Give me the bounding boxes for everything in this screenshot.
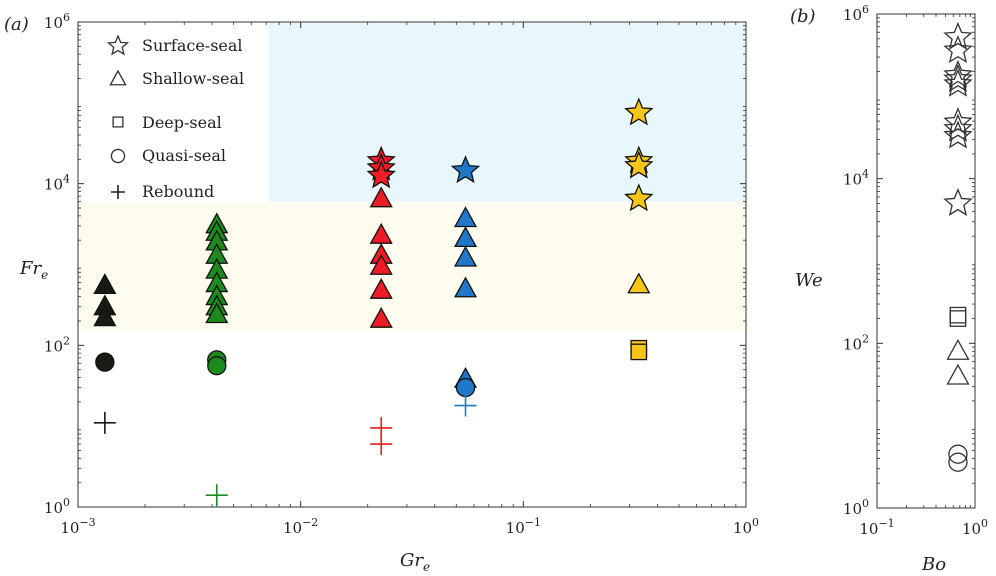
star-marker-b	[943, 64, 973, 93]
triangle-marker-blue	[453, 245, 478, 267]
legend-surface-seal: Surface-seal	[142, 36, 243, 55]
axis-ticks-a: 100 102 104 106 10−3 10−2 10−1 100	[44, 11, 759, 537]
legend-deep-seal: Deep-seal	[142, 113, 222, 132]
y-tick-label: 100	[44, 496, 70, 517]
region-shallow-seal	[79, 202, 745, 332]
star-marker-blue	[450, 155, 481, 184]
legend-plus-icon	[111, 185, 125, 199]
star-marker-b	[943, 120, 973, 149]
y-tick-label: 106	[44, 11, 70, 32]
plot-frame-b	[876, 13, 976, 509]
y-axis-label-a: Fre	[19, 258, 48, 282]
markers-b	[943, 21, 973, 472]
star-marker-yellow	[624, 183, 654, 212]
y-axis-label-b: We	[795, 270, 823, 291]
square-marker-b	[949, 310, 967, 327]
legend-square-icon	[112, 116, 124, 128]
plus-marker-red	[370, 433, 393, 456]
triangle-marker-red	[369, 277, 393, 299]
legend-star-icon	[106, 34, 130, 56]
plus-marker-black	[93, 411, 116, 434]
legend-triangle-icon	[109, 69, 127, 86]
triangle-marker-red	[369, 186, 393, 208]
y-tick-label: 104	[843, 168, 869, 189]
plus-marker-blue	[454, 394, 477, 417]
star-marker-b	[943, 188, 973, 216]
y-tick-label: 100	[843, 497, 869, 518]
legend-shallow-seal: Shallow-seal	[142, 69, 244, 88]
legend-icons	[106, 34, 130, 199]
x-axis-label-a: Gre	[400, 550, 430, 574]
square-marker-yellow	[630, 343, 648, 361]
x-tick-label: 100	[733, 516, 759, 537]
triangle-marker-red	[369, 253, 393, 275]
star-marker-yellow	[624, 150, 654, 179]
triangle-marker-red	[369, 306, 393, 328]
star-marker-red	[366, 160, 396, 189]
star-marker-b	[943, 35, 973, 64]
y-tick-label: 104	[44, 173, 70, 194]
triangle-marker-blue	[453, 276, 478, 298]
x-tick-label: 100	[962, 517, 988, 538]
legend: Surface-seal Shallow-seal Deep-seal Quas…	[106, 34, 244, 201]
circle-marker-green	[207, 356, 227, 376]
plus-marker-green	[205, 484, 228, 507]
plot-frame-a	[77, 21, 747, 508]
square-marker-b	[949, 306, 967, 324]
x-tick-label: 10−3	[60, 516, 95, 537]
legend-rebound: Rebound	[142, 182, 214, 201]
y-tick-label: 102	[44, 334, 70, 355]
y-tick-label: 106	[843, 3, 869, 24]
star-marker-yellow	[624, 97, 654, 126]
x-axis-label-b: Bo	[921, 554, 946, 575]
star-marker-b	[943, 21, 973, 50]
legend-circle-icon	[110, 148, 126, 164]
region-surface-seal	[268, 23, 745, 202]
triangle-marker-black	[93, 273, 117, 295]
star-marker-b	[943, 68, 973, 97]
star-marker-b	[943, 107, 973, 136]
y-tick-label: 102	[843, 332, 869, 353]
triangle-marker-yellow	[627, 272, 651, 294]
circle-marker-black	[95, 352, 115, 372]
panel-a-label: (a)	[4, 14, 29, 35]
circle-marker-blue	[455, 377, 476, 398]
x-tick-label: 10−2	[283, 516, 318, 537]
triangle-marker-green	[205, 302, 229, 324]
markers-a	[93, 97, 654, 507]
circle-marker-b	[948, 444, 968, 464]
star-marker-b	[943, 113, 973, 142]
star-marker-b	[943, 59, 973, 88]
triangle-marker-black	[93, 305, 117, 327]
x-tick-label: 10−1	[859, 517, 894, 538]
triangle-marker-b	[946, 363, 970, 385]
x-tick-label: 10−1	[506, 516, 541, 537]
circle-marker-b	[948, 452, 968, 472]
panel-b-label: (b)	[790, 6, 816, 27]
triangle-marker-b	[946, 338, 970, 360]
legend-quasi-seal: Quasi-seal	[142, 146, 226, 165]
